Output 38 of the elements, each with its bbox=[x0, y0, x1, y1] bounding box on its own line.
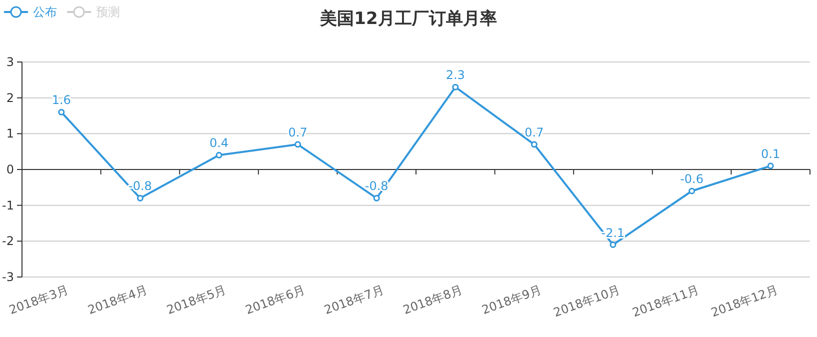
x-tick-label: 2018年10月 bbox=[552, 282, 622, 320]
y-tick-label: 3 bbox=[6, 55, 14, 69]
point bbox=[216, 152, 222, 158]
y-tick-label: -1 bbox=[2, 198, 14, 212]
x-tick-label: 2018年5月 bbox=[164, 282, 228, 318]
point bbox=[294, 141, 302, 148]
y-tick-label: -2 bbox=[2, 234, 14, 248]
data-label: -0.8 bbox=[128, 179, 152, 194]
point bbox=[58, 108, 65, 116]
point bbox=[610, 242, 616, 248]
point bbox=[452, 84, 459, 90]
y-tick-label: 0 bbox=[6, 162, 14, 176]
data-label: -0.6 bbox=[680, 172, 704, 186]
data-label: 1.6 bbox=[52, 93, 71, 108]
data-label: 0.4 bbox=[209, 136, 229, 150]
legend-item: 公布 bbox=[4, 5, 57, 19]
x-tick-label: 2018年6月 bbox=[244, 282, 307, 318]
x-tick-label: 2018年11月 bbox=[630, 282, 701, 320]
data-label: 0.1 bbox=[761, 146, 780, 161]
data-label: 0.7 bbox=[288, 125, 308, 140]
point bbox=[530, 141, 538, 148]
x-tick-label: 2018年9月 bbox=[480, 282, 544, 318]
legend-label: 公布 bbox=[33, 5, 57, 19]
x-tick-label: 2018年4月 bbox=[86, 282, 150, 318]
data-label: 2.3 bbox=[446, 68, 465, 82]
x-tick-label: 2018年8月 bbox=[401, 282, 464, 318]
y-tick-label: 2 bbox=[6, 90, 14, 105]
x-tick-label: 2018年7月 bbox=[322, 282, 386, 318]
point bbox=[373, 194, 380, 202]
y-tick-label: -3 bbox=[2, 270, 14, 284]
point bbox=[767, 162, 774, 170]
point bbox=[688, 188, 696, 194]
data-label: 0.7 bbox=[524, 125, 544, 140]
x-tick-label: 2018年12月 bbox=[709, 282, 780, 320]
y-tick-label: 1 bbox=[6, 126, 14, 141]
point bbox=[136, 194, 144, 202]
x-tick-label: 2018年3月 bbox=[7, 282, 70, 318]
chart-title: 美国12月工厂订单月率 bbox=[319, 9, 497, 29]
